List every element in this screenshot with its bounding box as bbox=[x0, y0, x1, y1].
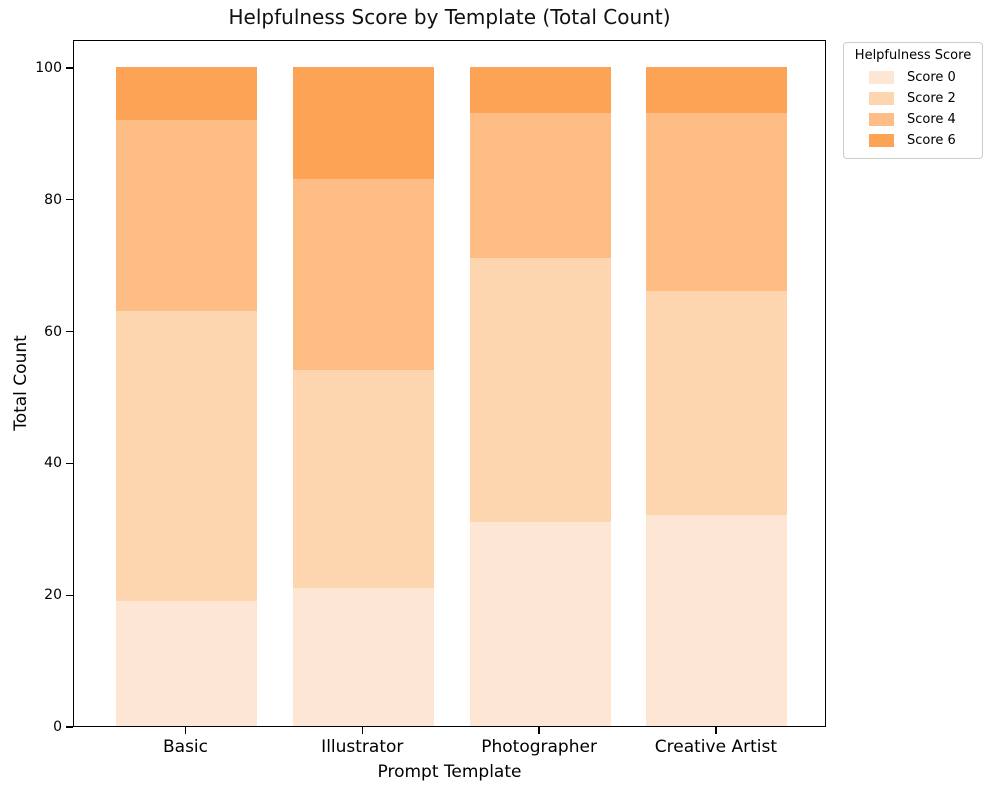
bar-creative-artist bbox=[646, 67, 788, 726]
legend-swatch-score-4 bbox=[869, 113, 894, 126]
legend-entry-score-0: Score 0 bbox=[844, 67, 982, 88]
bar-illustrator-segment-score-2 bbox=[292, 370, 434, 588]
y-tick-mark-60 bbox=[66, 330, 73, 333]
x-tick-mark-photographer bbox=[538, 727, 540, 734]
bar-creative-artist-segment-score-4 bbox=[646, 113, 788, 292]
y-tick-mark-80 bbox=[66, 199, 73, 201]
bar-basic-segment-score-2 bbox=[116, 310, 257, 601]
bar-photographer bbox=[469, 67, 611, 726]
bar-illustrator-segment-score-6 bbox=[292, 67, 434, 180]
legend-label-score-4: Score 4 bbox=[907, 112, 956, 127]
bar-basic bbox=[116, 67, 257, 726]
x-tick-label-creative-artist: Creative Artist bbox=[654, 737, 777, 757]
bar-illustrator bbox=[292, 67, 434, 726]
bar-photographer-segment-score-6 bbox=[469, 67, 611, 114]
legend-label-score-6: Score 6 bbox=[907, 133, 956, 148]
bar-basic-segment-score-4 bbox=[116, 119, 257, 311]
bar-photographer-segment-score-0 bbox=[469, 521, 611, 726]
x-tick-label-photographer: Photographer bbox=[481, 737, 597, 757]
legend-swatch-score-0 bbox=[869, 71, 894, 84]
y-tick-mark-100 bbox=[66, 67, 73, 69]
y-tick-label-100: 100 bbox=[35, 60, 62, 76]
y-tick-mark-40 bbox=[66, 462, 73, 465]
legend-swatch-score-6 bbox=[869, 134, 894, 147]
legend-label-score-0: Score 0 bbox=[907, 70, 956, 85]
bar-creative-artist-segment-score-6 bbox=[646, 67, 788, 114]
x-tick-mark-basic bbox=[184, 727, 187, 734]
bar-creative-artist-segment-score-2 bbox=[646, 291, 788, 516]
y-tick-label-80: 80 bbox=[44, 191, 62, 208]
y-tick-label-0: 0 bbox=[53, 719, 62, 735]
chart-title: Helpfulness Score by Template (Total Cou… bbox=[228, 5, 671, 29]
y-tick-mark-0 bbox=[66, 726, 73, 728]
x-tick-mark-creative-artist bbox=[715, 727, 717, 734]
legend-entry-score-4: Score 4 bbox=[844, 109, 982, 130]
bar-basic-segment-score-0 bbox=[116, 600, 257, 726]
legend-entry-score-2: Score 2 bbox=[844, 88, 982, 109]
legend-entry-score-6: Score 6 bbox=[844, 130, 982, 151]
x-tick-label-basic: Basic bbox=[162, 737, 209, 757]
bar-photographer-segment-score-4 bbox=[469, 113, 611, 259]
x-axis-label: Prompt Template bbox=[377, 762, 522, 782]
y-tick-label-60: 60 bbox=[44, 323, 62, 340]
bar-photographer-segment-score-2 bbox=[469, 258, 611, 522]
legend-label-score-2: Score 2 bbox=[907, 91, 956, 106]
y-axis-label: Total Count bbox=[11, 335, 31, 431]
bar-illustrator-segment-score-0 bbox=[292, 587, 434, 726]
x-tick-label-illustrator: Illustrator bbox=[321, 737, 404, 757]
legend-swatch-score-2 bbox=[869, 92, 894, 105]
y-tick-label-20: 20 bbox=[44, 587, 62, 604]
plot-area bbox=[73, 40, 826, 727]
bar-basic-segment-score-6 bbox=[116, 67, 257, 120]
y-tick-label-40: 40 bbox=[44, 455, 62, 472]
legend-entries: Score 0 Score 2 Score 4 Score 6 bbox=[844, 67, 982, 151]
y-tick-mark-20 bbox=[66, 594, 73, 596]
x-tick-mark-illustrator bbox=[361, 727, 363, 734]
bar-illustrator-segment-score-4 bbox=[292, 179, 434, 371]
legend-title: Helpfulness Score bbox=[854, 48, 972, 63]
bar-creative-artist-segment-score-0 bbox=[646, 515, 788, 726]
